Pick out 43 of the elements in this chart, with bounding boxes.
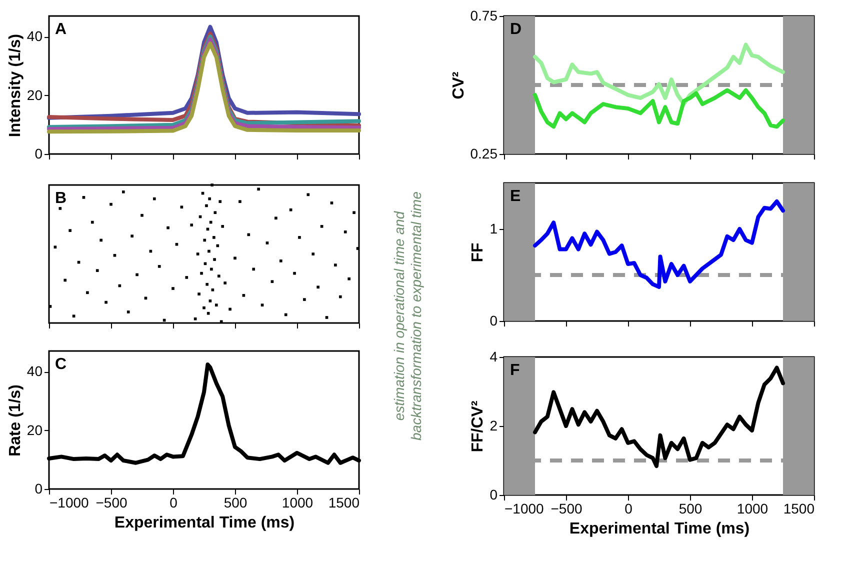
y-axis-title: CV² <box>450 72 468 100</box>
y-tick-label: 1 <box>490 220 498 236</box>
chart-title: F <box>510 362 520 379</box>
text: estimation in operational time and <box>391 210 407 421</box>
x-axis-title: Experimental Time (ms) <box>569 520 750 538</box>
x-tick-label: 1000 <box>736 500 768 516</box>
y-tick-label: 0.75 <box>470 8 498 24</box>
y-tick-label: 0 <box>34 480 43 496</box>
y-tick-label: 20 <box>26 86 43 103</box>
chart-title: A <box>55 21 67 38</box>
y-axis-title: FF <box>470 242 487 262</box>
chart-title: D <box>510 21 522 38</box>
x-tick-label: 500 <box>678 500 702 516</box>
x-tick-label: 1000 <box>282 494 314 510</box>
x-tick-label: −1000 <box>504 500 544 516</box>
y-tick-label: 20 <box>26 422 43 438</box>
x-axis-title: Experimental Time (ms) <box>114 514 295 532</box>
x-tick-label: 1500 <box>328 494 360 510</box>
y-axis-title: FF/CV² <box>470 400 487 452</box>
y-axis-title: Rate (1/s) <box>6 384 24 457</box>
x-tick-label: −1000 <box>50 494 90 510</box>
x-tick-label: 0 <box>624 500 633 516</box>
x-tick-label: 500 <box>224 494 248 510</box>
x-tick-label: 0 <box>170 494 178 510</box>
y-tick-label: 0 <box>34 146 43 162</box>
y-tick-label: 4 <box>490 348 498 364</box>
y-tick-label: 40 <box>26 363 43 380</box>
line-series <box>533 366 785 468</box>
y-tick-label: 0 <box>490 312 498 328</box>
y-tick-label: 40 <box>26 28 43 44</box>
chart-title: E <box>510 188 521 205</box>
line-series <box>533 42 785 106</box>
y-tick-label: 2 <box>490 418 498 434</box>
x-tick-label: −500 <box>96 494 128 510</box>
text: backtransformation to experimental time <box>408 191 424 440</box>
y-tick-label: 0.25 <box>470 146 498 162</box>
x-tick-label: −500 <box>550 500 582 516</box>
chart-title: B <box>55 190 67 207</box>
line-series <box>533 88 785 129</box>
line-series <box>533 199 785 289</box>
y-axis-title: Intensity (1/s) <box>6 34 24 138</box>
chart-title: C <box>55 356 67 373</box>
x-tick-label: 1500 <box>783 500 815 516</box>
